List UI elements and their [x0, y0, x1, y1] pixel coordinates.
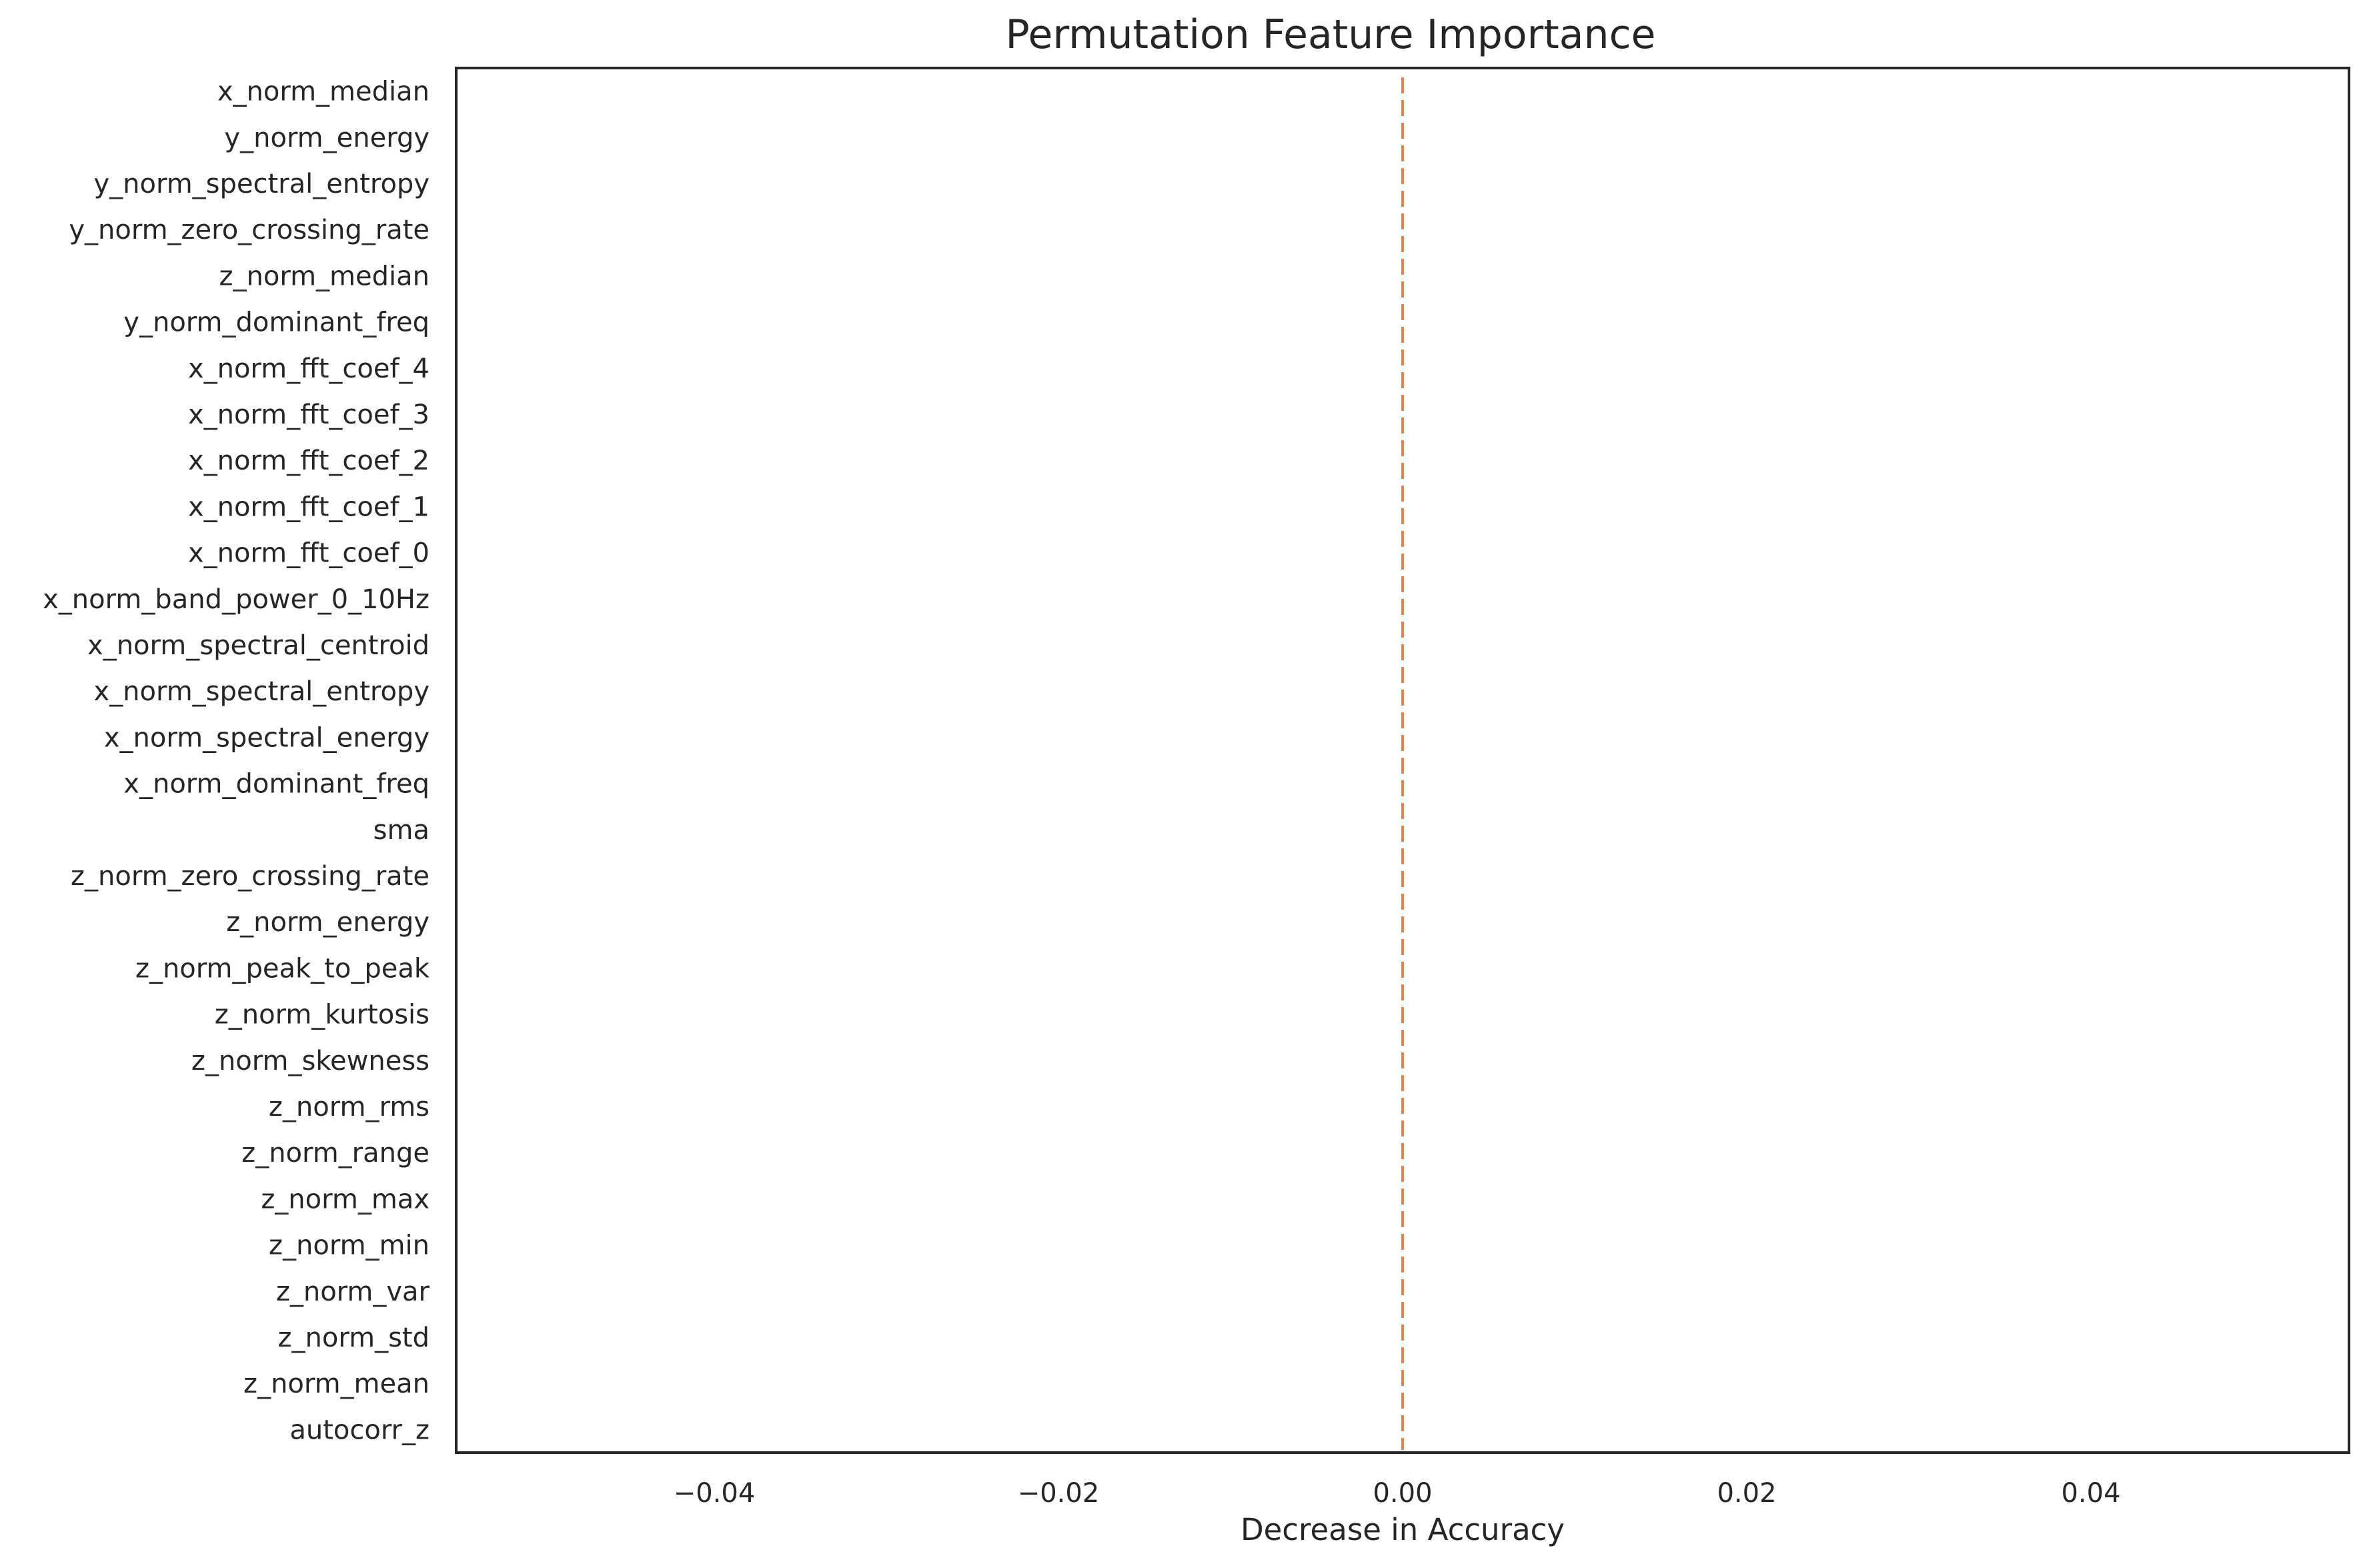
y-tick-label: z_norm_median	[219, 261, 430, 291]
plot-frame	[455, 67, 2350, 1454]
x-tick-label: 0.00	[1373, 1478, 1432, 1509]
y-tick-label: z_norm_mean	[243, 1369, 430, 1399]
x-tick-labels: −0.04 −0.02 0.00 0.02 0.04	[674, 1478, 2121, 1509]
y-tick-label: x_norm_spectral_centroid	[87, 630, 430, 661]
y-tick-label: z_norm_zero_crossing_rate	[71, 861, 430, 892]
x-tick-label: −0.04	[674, 1478, 756, 1509]
x-axis-label: Decrease in Accuracy	[1241, 1512, 1565, 1547]
y-tick-label: z_norm_min	[269, 1231, 430, 1261]
y-tick-label: z_norm_energy	[226, 907, 430, 938]
y-tick-label: x_norm_band_power_0_10Hz	[43, 584, 430, 615]
y-tick-label: sma	[373, 815, 430, 846]
y-tick-labels: x_norm_median y_norm_energy y_norm_spectra…	[43, 77, 430, 1446]
y-tick-label: autocorr_z	[289, 1415, 430, 1445]
y-tick-label: z_norm_kurtosis	[215, 1000, 430, 1030]
y-tick-label: x_norm_fft_coef_0	[188, 538, 430, 569]
y-tick-label: z_norm_range	[241, 1138, 430, 1168]
y-tick-label: z_norm_max	[261, 1184, 430, 1215]
x-tick-label: 0.04	[2061, 1478, 2120, 1509]
y-tick-label: z_norm_var	[276, 1277, 430, 1307]
y-tick-label: x_norm_dominant_freq	[123, 769, 430, 800]
x-tick-label: −0.02	[1018, 1478, 1100, 1509]
chart-title: Permutation Feature Importance	[1006, 11, 1656, 58]
y-tick-label: z_norm_std	[278, 1323, 430, 1353]
y-tick-label: x_norm_fft_coef_1	[188, 492, 430, 522]
y-tick-label: x_norm_fft_coef_4	[188, 353, 430, 384]
y-tick-label: x_norm_spectral_energy	[104, 722, 430, 753]
y-tick-label: z_norm_peak_to_peak	[135, 953, 430, 984]
y-tick-label: x_norm_fft_coef_2	[188, 446, 430, 476]
y-tick-label: y_norm_dominant_freq	[123, 307, 430, 338]
y-tick-label: z_norm_skewness	[191, 1046, 430, 1076]
y-tick-label: y_norm_energy	[224, 123, 430, 153]
y-tick-label: z_norm_rms	[269, 1092, 430, 1122]
y-tick-label: y_norm_spectral_entropy	[93, 169, 430, 199]
x-tick-label: 0.02	[1717, 1478, 1776, 1509]
y-tick-label: y_norm_zero_crossing_rate	[69, 215, 430, 245]
y-tick-label: x_norm_fft_coef_3	[188, 400, 430, 430]
y-tick-label: x_norm_median	[217, 77, 430, 107]
y-tick-label: x_norm_spectral_entropy	[93, 676, 430, 707]
